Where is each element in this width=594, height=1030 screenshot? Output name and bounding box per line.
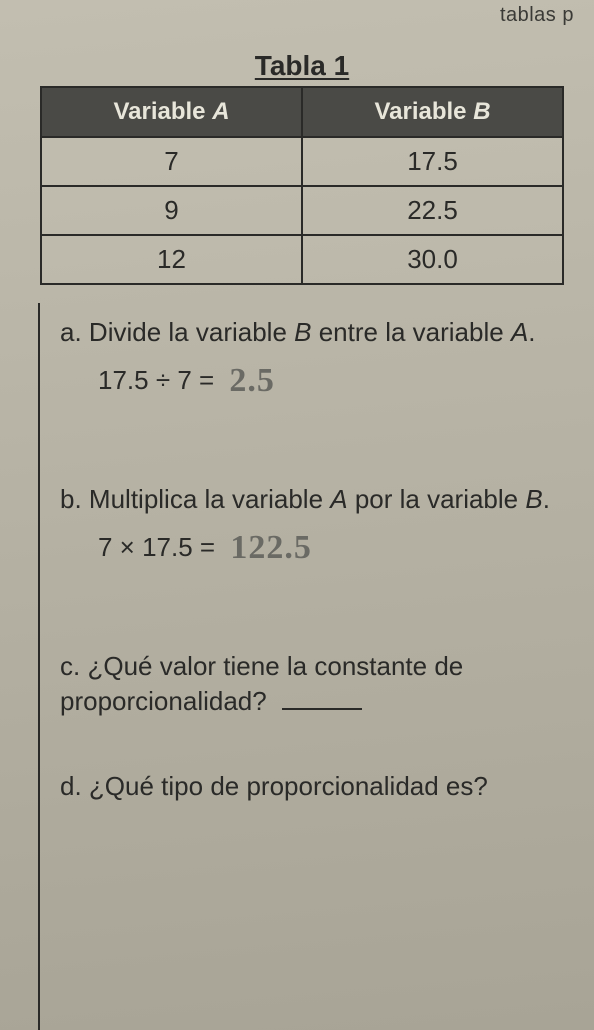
var-a: A bbox=[511, 317, 528, 347]
col-b-var: B bbox=[473, 98, 490, 125]
table-header-row: Variable A Variable B bbox=[41, 87, 563, 137]
cutoff-header-text: tablas p bbox=[500, 4, 574, 27]
answer-blank-c[interactable] bbox=[282, 708, 362, 710]
col-a-prefix: Variable bbox=[113, 98, 212, 125]
question-a: a. Divide la variable B entre la variabl… bbox=[60, 315, 554, 402]
col-header-b: Variable B bbox=[302, 87, 563, 137]
equation-line-b: 7 × 17.5 = 122.5 bbox=[98, 523, 554, 569]
text-part: . bbox=[528, 317, 535, 347]
cell-a: 7 bbox=[41, 137, 302, 186]
handwritten-answer-b: 122.5 bbox=[230, 529, 312, 566]
table-row: 12 30.0 bbox=[41, 235, 563, 284]
col-header-a: Variable A bbox=[41, 87, 302, 137]
item-text: ¿Qué tipo de proporcionalidad es? bbox=[89, 771, 488, 801]
equation-line-a: 17.5 ÷ 7 = 2.5 bbox=[98, 356, 554, 402]
text-part: entre la variable bbox=[311, 317, 510, 347]
worksheet-page: tablas p Tabla 1 Variable A Variable B 7… bbox=[0, 0, 594, 1030]
var-a: A bbox=[330, 484, 347, 514]
cell-a: 12 bbox=[41, 235, 302, 284]
col-b-prefix: Variable bbox=[374, 98, 473, 125]
cell-a: 9 bbox=[41, 186, 302, 235]
item-text: Divide la variable B entre la variable A… bbox=[89, 317, 536, 347]
item-text: ¿Qué valor tiene la constante de proporc… bbox=[60, 651, 463, 716]
item-letter: c. bbox=[60, 651, 80, 681]
text-part: Multiplica la variable bbox=[89, 484, 330, 514]
cell-b: 30.0 bbox=[302, 235, 563, 284]
text-part: . bbox=[543, 484, 550, 514]
questions-container: a. Divide la variable B entre la variabl… bbox=[38, 303, 564, 1030]
data-table: Variable A Variable B 7 17.5 9 22.5 12 3… bbox=[40, 86, 564, 285]
question-c: c. ¿Qué valor tiene la constante de prop… bbox=[60, 649, 554, 719]
var-b: B bbox=[294, 317, 311, 347]
question-d: d. ¿Qué tipo de proporcionalidad es? bbox=[60, 769, 554, 804]
item-text: Multiplica la variable A por la variable… bbox=[89, 484, 550, 514]
table-row: 9 22.5 bbox=[41, 186, 563, 235]
item-letter: d. bbox=[60, 771, 82, 801]
table-row: 7 17.5 bbox=[41, 137, 563, 186]
equation-text: 7 × 17.5 = bbox=[98, 532, 215, 562]
cell-b: 22.5 bbox=[302, 186, 563, 235]
text-part: Divide la variable bbox=[89, 317, 294, 347]
item-letter: a. bbox=[60, 317, 82, 347]
text-part: por la variable bbox=[348, 484, 526, 514]
col-a-var: A bbox=[212, 98, 229, 125]
table-title: Tabla 1 bbox=[40, 50, 564, 82]
var-b: B bbox=[525, 484, 542, 514]
cell-b: 17.5 bbox=[302, 137, 563, 186]
handwritten-answer-a: 2.5 bbox=[229, 362, 275, 399]
question-b: b. Multiplica la variable A por la varia… bbox=[60, 482, 554, 569]
item-letter: b. bbox=[60, 484, 82, 514]
equation-text: 17.5 ÷ 7 = bbox=[98, 365, 214, 395]
